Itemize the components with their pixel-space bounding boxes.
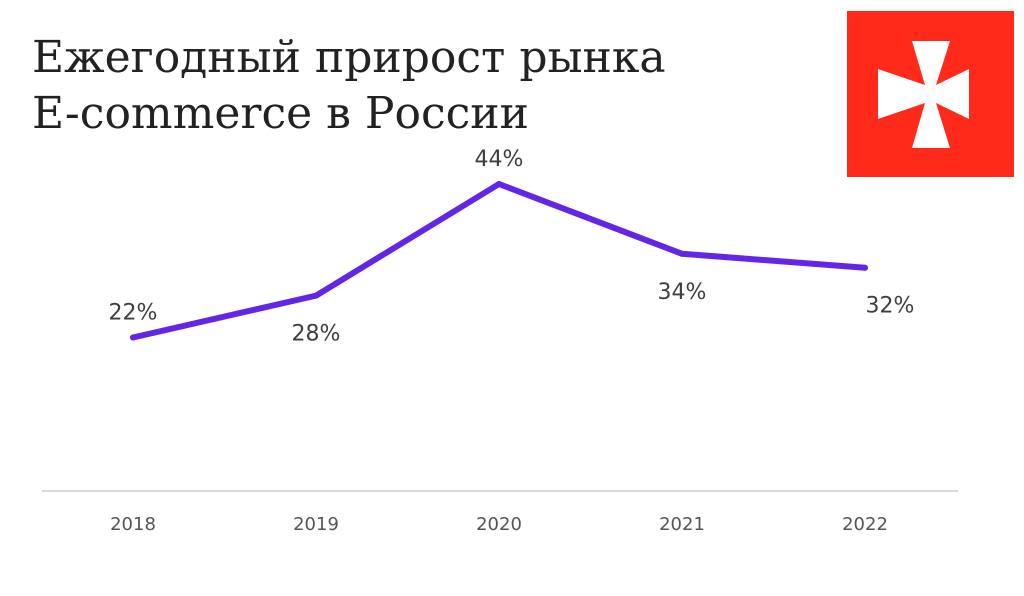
data-label: 44% <box>475 147 524 172</box>
white-cross-pattee-icon <box>878 41 969 148</box>
x-tick-labels: 2018 2019 2020 2021 2022 <box>110 514 888 535</box>
data-label: 34% <box>658 280 707 305</box>
data-point <box>130 334 136 341</box>
data-label: 28% <box>292 322 341 347</box>
data-points <box>130 181 868 341</box>
title-line-1: Ежегодный прирост рынка <box>32 32 666 83</box>
x-tick-label: 2019 <box>293 514 339 535</box>
data-point <box>313 292 319 299</box>
x-tick-label: 2018 <box>110 514 156 535</box>
data-label: 32% <box>866 294 915 319</box>
series-line <box>130 181 868 341</box>
data-point <box>496 181 502 187</box>
x-tick-label: 2022 <box>842 514 888 535</box>
data-point <box>862 264 868 271</box>
cross-logo <box>847 11 1014 177</box>
data-point <box>679 250 685 257</box>
data-labels: 22% 28% 44% 34% 32% <box>109 147 915 347</box>
page-title: Ежегодный прирост рынка E-commerce в Рос… <box>32 30 666 142</box>
data-label: 22% <box>109 301 158 326</box>
title-line-2: E-commerce в России <box>32 88 529 139</box>
x-tick-label: 2021 <box>659 514 705 535</box>
x-tick-label: 2020 <box>476 514 522 535</box>
